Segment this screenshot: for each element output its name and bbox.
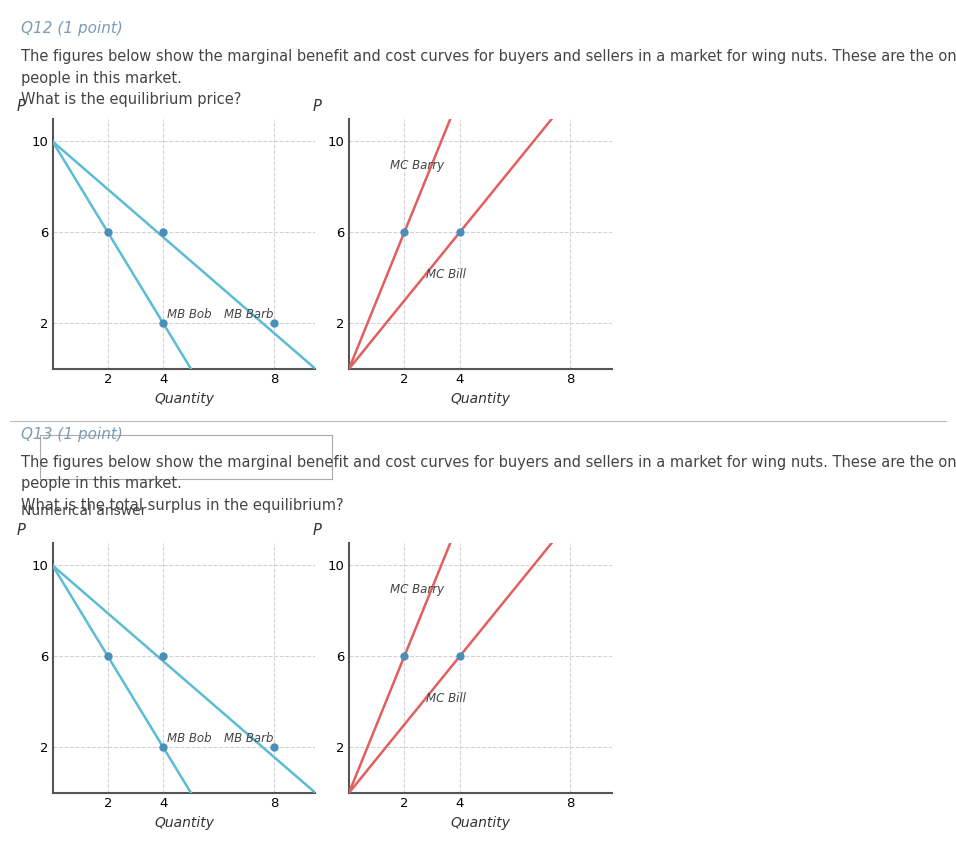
Text: MC Bill: MC Bill: [426, 692, 467, 705]
Text: The figures below show the marginal benefit and cost curves for buyers and selle: The figures below show the marginal bene…: [21, 455, 956, 513]
Y-axis label: P: P: [313, 98, 322, 114]
Text: MB Bob: MB Bob: [167, 732, 212, 745]
Text: MC Bill: MC Bill: [426, 268, 467, 281]
Y-axis label: P: P: [16, 98, 26, 114]
Text: MC Barry: MC Barry: [390, 159, 445, 172]
Text: The figures below show the marginal benefit and cost curves for buyers and selle: The figures below show the marginal bene…: [21, 49, 956, 108]
Text: MB Barb: MB Barb: [224, 732, 273, 745]
Y-axis label: P: P: [16, 522, 26, 538]
X-axis label: Quantity: Quantity: [450, 816, 511, 829]
Text: Q12 (1 point): Q12 (1 point): [21, 21, 123, 36]
Text: MB Bob: MB Bob: [167, 308, 212, 321]
Y-axis label: P: P: [313, 522, 322, 538]
Text: Q13 (1 point): Q13 (1 point): [21, 427, 123, 442]
Text: MC Barry: MC Barry: [390, 583, 445, 596]
X-axis label: Quantity: Quantity: [450, 392, 511, 405]
X-axis label: Quantity: Quantity: [154, 816, 214, 829]
X-axis label: Quantity: Quantity: [154, 392, 214, 405]
Text: Numerical answer: Numerical answer: [21, 504, 146, 518]
Text: MB Barb: MB Barb: [224, 308, 273, 321]
